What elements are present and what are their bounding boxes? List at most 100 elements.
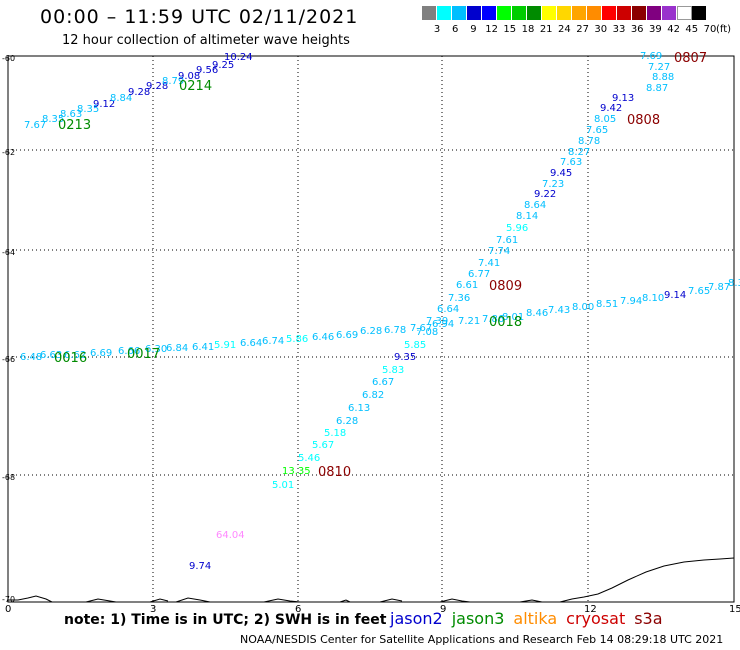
wave-height-value: 6.77 xyxy=(468,269,490,280)
pass-id-label: 0018 xyxy=(489,315,522,330)
wave-height-value: 6.28 xyxy=(336,416,358,427)
wave-height-value: 7.21 xyxy=(458,316,480,327)
satellite-name-s3a: s3a xyxy=(634,609,663,628)
wave-height-value: 8.27 xyxy=(568,147,590,158)
wave-height-value: 5.67 xyxy=(312,440,334,451)
wave-height-value: 9.45 xyxy=(550,168,572,179)
wave-height-value: 8.00 xyxy=(572,302,594,313)
wave-height-value: 7.41 xyxy=(478,258,500,269)
color-scale-label: 33 xyxy=(612,24,626,35)
pass-id-label: 0809 xyxy=(489,279,522,294)
color-scale-label: 18 xyxy=(521,24,535,35)
latitude-tick-label: -62 xyxy=(2,148,16,157)
wave-height-value: 5.18 xyxy=(324,428,346,439)
pass-id-label: 0214 xyxy=(179,79,212,94)
wave-height-value: 8.3 xyxy=(728,278,740,289)
plot-frame xyxy=(7,55,735,603)
wave-height-value: 5.86 xyxy=(286,334,308,345)
color-scale-swatch xyxy=(482,6,497,20)
wave-height-value: 8.64 xyxy=(524,200,546,211)
pass-id-label: 0213 xyxy=(58,118,91,133)
satellite-legend: jason2 jason3 altika cryosat s3a xyxy=(390,609,672,628)
color-scale-label: 12 xyxy=(485,24,498,35)
wave-height-value: 5.85 xyxy=(404,340,426,351)
coastline-path xyxy=(8,557,735,603)
wave-height-value: 6.84 xyxy=(166,343,188,354)
wave-height-value: 6.41 xyxy=(192,342,214,353)
wave-height-value: 8.46 xyxy=(526,308,548,319)
color-scale-label: 21 xyxy=(539,24,553,35)
color-scale-swatch xyxy=(467,6,482,20)
wave-height-value: 7.65 xyxy=(586,125,608,136)
wave-height-value: 5.01 xyxy=(272,480,294,491)
wave-height-value: 6.13 xyxy=(348,403,370,414)
wave-height-value: 6.30 xyxy=(145,344,167,355)
wave-height-value: 8.63 xyxy=(60,109,82,120)
wave-height-value: 9.25 xyxy=(212,60,234,71)
wave-height-value: 9.08 xyxy=(178,71,200,82)
wave-height-value: 9.56 xyxy=(196,65,218,76)
color-scale-label: 36 xyxy=(630,24,644,35)
time-tick-label: 9 xyxy=(440,604,447,615)
pass-id-label: 0807 xyxy=(674,51,707,66)
wave-height-value: 6.63 xyxy=(40,350,62,361)
wave-height-value: 13.35 xyxy=(282,466,311,477)
wave-height-value: 5.91 xyxy=(214,340,236,351)
color-scale-label: 45 xyxy=(685,24,699,35)
observation-labels: 7.678.358.638.359.128.849.289.288.799.08… xyxy=(20,51,740,572)
pass-id-label: 0016 xyxy=(54,351,87,366)
wave-height-value: 8.87 xyxy=(646,83,668,94)
color-scale-label: 24 xyxy=(558,24,571,35)
wave-height-value: 7.63 xyxy=(560,157,582,168)
wave-height-value: 8.79 xyxy=(162,76,184,87)
wave-height-value: 7.27 xyxy=(648,62,670,73)
credit-line: NOAA/NESDIS Center for Satellite Applica… xyxy=(240,633,724,646)
wave-height-value: 7.74 xyxy=(488,246,510,257)
satellite-name-jason2: jason2 xyxy=(390,609,443,628)
wave-height-value: 6.48 xyxy=(20,352,42,363)
color-scale-swatch xyxy=(677,6,692,20)
time-tick-label: 0 xyxy=(5,604,12,615)
wave-height-value: 7.86 xyxy=(482,314,504,325)
color-scale-label: 3 xyxy=(433,24,441,35)
wave-height-value: 7.23 xyxy=(542,179,564,190)
wave-height-value: 7.87 xyxy=(708,282,730,293)
time-tick-label: 6 xyxy=(295,604,302,615)
wave-height-value: 10.24 xyxy=(224,52,253,63)
wave-height-value: 8.14 xyxy=(516,211,538,222)
color-scale-label: 15 xyxy=(503,24,517,35)
wave-height-value: 8.35 xyxy=(42,114,64,125)
wave-height-value: 8.01 xyxy=(502,312,524,323)
latitude-tick-label: -68 xyxy=(2,473,16,482)
wave-height-value: 7.94 xyxy=(620,296,642,307)
latitude-tick-label: -66 xyxy=(2,355,16,364)
wave-height-value: 9.13 xyxy=(612,93,634,104)
latitude-tick-label: -64 xyxy=(2,248,16,257)
satellite-name-jason3: jason3 xyxy=(451,609,505,628)
wave-height-value: 8.88 xyxy=(652,72,674,83)
latitude-tick-label: -60 xyxy=(2,54,16,63)
satellite-name-altika: altika xyxy=(513,609,558,628)
wave-height-value: 9.14 xyxy=(664,290,686,301)
wave-height-value: 8.05 xyxy=(594,114,616,125)
color-scale-swatch xyxy=(542,6,557,20)
wave-height-value: 8.51 xyxy=(596,299,618,310)
wave-height-value: 6.69 xyxy=(90,348,112,359)
color-scale-unit: (ft) xyxy=(716,24,732,35)
wave-height-value: 6.82 xyxy=(362,390,384,401)
wave-height-value: 9.22 xyxy=(534,189,556,200)
wave-height-value: 9.42 xyxy=(600,103,622,114)
latitude-tick-label: -70 xyxy=(2,595,16,604)
color-scale-label: 70 xyxy=(703,24,717,35)
wave-height-value: 6.69 xyxy=(336,330,358,341)
wave-height-value: 5.83 xyxy=(382,365,404,376)
color-scale-swatch xyxy=(557,6,572,20)
pass-id-label: 0810 xyxy=(318,465,351,480)
time-tick-label: 15 xyxy=(729,604,740,615)
plot-border xyxy=(7,55,735,603)
wave-height-value: 7.67 xyxy=(24,120,46,131)
wave-height-value: 8.35 xyxy=(77,104,99,115)
wave-height-value: 64.04 xyxy=(216,530,245,541)
color-scale-swatch xyxy=(497,6,512,20)
